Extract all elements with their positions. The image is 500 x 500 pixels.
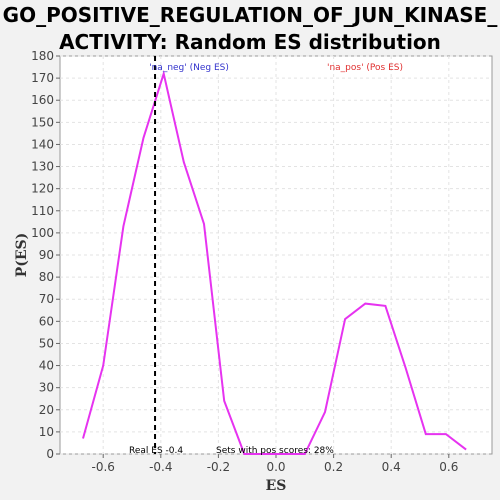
grid-lines bbox=[60, 55, 492, 455]
y-tick-label: 180 bbox=[31, 49, 54, 63]
chart-title-line-1: GO_POSITIVE_REGULATION_OF_JUN_KINASE_ bbox=[2, 3, 498, 27]
y-axis-title: P(ES) bbox=[14, 233, 30, 278]
x-tick-label: -0.6 bbox=[91, 460, 114, 474]
y-tick-label: 170 bbox=[31, 71, 54, 85]
chart-title-line-2: ACTIVITY: Random ES distribution bbox=[59, 30, 441, 54]
y-tick-label: 30 bbox=[39, 381, 54, 395]
y-tick-label: 50 bbox=[39, 336, 54, 350]
y-tick-label: 60 bbox=[39, 314, 54, 328]
x-tick-label: 0.6 bbox=[439, 460, 458, 474]
x-tick-label: -0.2 bbox=[207, 460, 230, 474]
pos-scores-label: Sets with pos scores: 28% bbox=[216, 446, 334, 456]
x-tick-label: -0.4 bbox=[149, 460, 172, 474]
y-tick-label: 120 bbox=[31, 182, 54, 196]
x-axis-ticks: -0.6 -0.4 -0.2 0.0 0.2 0.4 0.6 bbox=[91, 454, 458, 474]
y-axis-ticks: 0 10 20 30 40 50 60 70 80 90 100 110 120 130 140 150 160… bbox=[31, 49, 60, 461]
neg-es-label: 'na_neg' (Neg ES) bbox=[149, 63, 229, 73]
x-tick-label: 0.4 bbox=[382, 460, 401, 474]
y-tick-label: 80 bbox=[39, 270, 54, 284]
y-tick-label: 90 bbox=[39, 248, 54, 262]
y-tick-label: 0 bbox=[46, 447, 54, 461]
y-tick-label: 130 bbox=[31, 160, 54, 174]
y-tick-label: 110 bbox=[31, 204, 54, 218]
y-tick-label: 40 bbox=[39, 359, 54, 373]
x-tick-label: 0.0 bbox=[266, 460, 285, 474]
chart-title: GO_POSITIVE_REGULATION_OF_JUN_KINASE_ AC… bbox=[0, 2, 500, 56]
y-tick-label: 70 bbox=[39, 292, 54, 306]
real-es-label: Real ES -0.4 bbox=[129, 446, 183, 456]
x-tick-label: 0.2 bbox=[324, 460, 343, 474]
x-axis-title: ES bbox=[266, 478, 287, 494]
y-tick-label: 140 bbox=[31, 137, 54, 151]
y-tick-label: 10 bbox=[39, 425, 54, 439]
y-tick-label: 20 bbox=[39, 403, 54, 417]
y-tick-label: 100 bbox=[31, 226, 54, 240]
series-line bbox=[82, 69, 467, 455]
pos-es-label: 'na_pos' (Pos ES) bbox=[327, 63, 403, 73]
y-tick-label: 150 bbox=[31, 115, 54, 129]
y-tick-label: 160 bbox=[31, 93, 54, 107]
